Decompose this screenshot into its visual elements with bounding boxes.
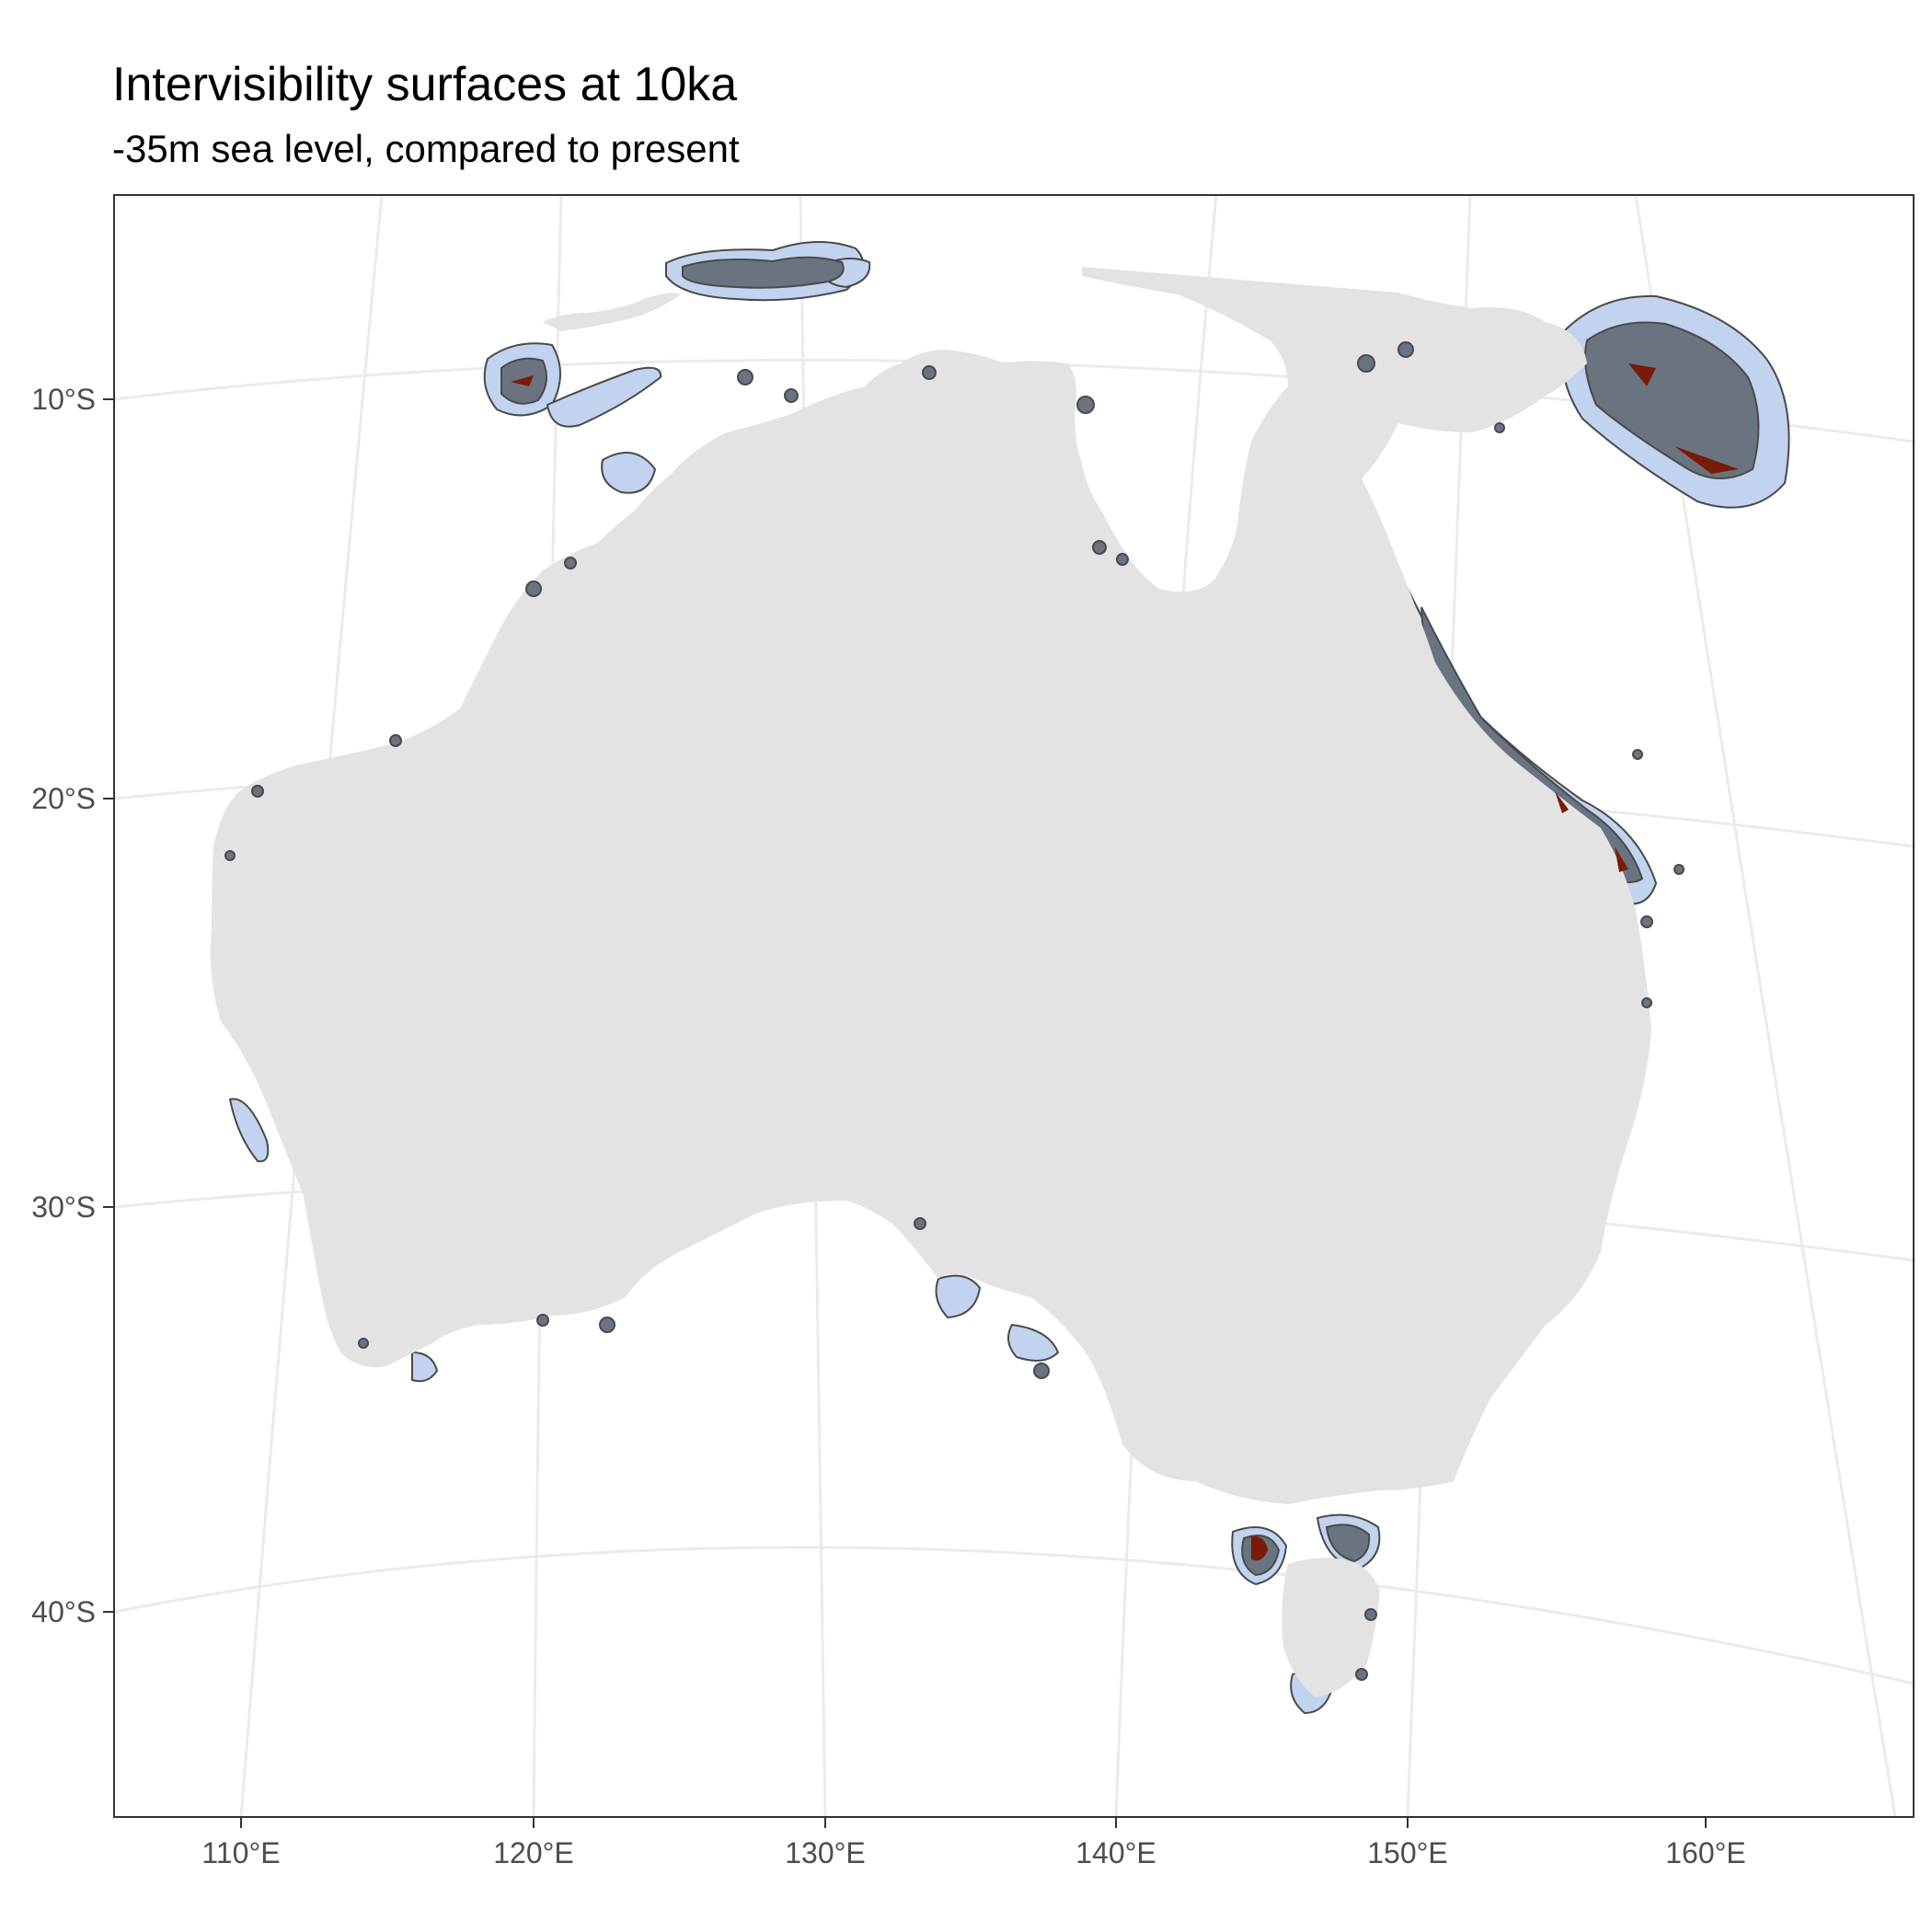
island-dot — [1640, 915, 1653, 928]
land-timor-sea-shelf — [543, 293, 681, 331]
island-dot — [224, 850, 236, 861]
island-dot — [564, 557, 577, 569]
island-dot — [1092, 540, 1107, 555]
visibility-zone-kangaroo-island — [935, 1274, 982, 1319]
inner-flinders-island — [1325, 1524, 1371, 1563]
y-axis-labels: 10°S 20°S 30°S 40°S — [31, 383, 96, 1628]
island-dot — [1673, 864, 1685, 875]
core-reef-b — [1615, 846, 1628, 872]
visibility-zone-spencer-gulf — [1007, 1323, 1060, 1362]
x-tick-label: 110°E — [201, 1836, 280, 1869]
island-dot — [599, 1317, 615, 1333]
core-new-guinea-a — [1628, 363, 1656, 386]
inner-new-guinea-east — [1584, 321, 1760, 479]
island-dot — [1364, 1608, 1377, 1621]
y-tick-label: 20°S — [31, 782, 96, 815]
visibility-zone-lesser-sunda — [546, 366, 662, 428]
y-tick-label: 10°S — [31, 383, 96, 416]
visibility-core — [511, 363, 1739, 1561]
island-dot — [1116, 553, 1129, 566]
island-dot — [525, 581, 542, 597]
y-tick-label: 40°S — [31, 1595, 96, 1628]
x-tick-label: 130°E — [785, 1836, 866, 1869]
visibility-zone-kimberley-islands — [601, 452, 657, 494]
coastal-islands — [224, 341, 1685, 1681]
visibility-inner — [500, 256, 1760, 1577]
x-tick-label: 120°E — [493, 1836, 574, 1869]
island-dot — [737, 369, 753, 385]
island-dot — [1076, 396, 1095, 414]
visibility-zone-sw-wa — [411, 1351, 439, 1383]
inner-timor — [682, 256, 845, 289]
island-dot — [1641, 997, 1652, 1008]
island-dot — [1355, 1668, 1368, 1681]
island-dot — [1632, 749, 1643, 760]
island-dot — [358, 1338, 369, 1349]
panel-border — [113, 194, 1915, 1818]
core-reef-a — [1555, 791, 1569, 813]
core-new-guinea-b — [1674, 446, 1739, 474]
island-dot — [922, 365, 937, 380]
y-tick-label: 30°S — [31, 1190, 96, 1224]
x-axis-labels: 110°E 120°E 130°E 140°E 150°E 160°E — [201, 1836, 1745, 1869]
map-title: Intervisibility surfaces at 10ka — [112, 58, 738, 111]
graticule-parallel-40s — [114, 1546, 1914, 1685]
core-king-island — [1251, 1535, 1268, 1561]
island-dot — [1033, 1363, 1050, 1379]
island-dot — [1397, 341, 1414, 358]
land-tasmania — [1282, 1558, 1380, 1697]
land — [210, 267, 1651, 1697]
y-axis — [103, 398, 114, 1613]
x-axis — [240, 1817, 1707, 1828]
land-australia-new-guinea — [210, 267, 1651, 1504]
x-tick-label: 160°E — [1665, 1836, 1746, 1869]
island-dot — [1494, 422, 1505, 433]
island-dot — [784, 388, 799, 403]
island-dot — [536, 1314, 549, 1327]
x-tick-label: 150°E — [1367, 1836, 1448, 1869]
island-dot — [1357, 354, 1375, 373]
map-subtitle: -35m sea level, compared to present — [112, 127, 740, 170]
island-dot — [389, 734, 402, 747]
core-sumba — [511, 375, 534, 386]
x-tick-label: 140°E — [1075, 1836, 1156, 1869]
visibility-zone-shark-bay — [228, 1098, 270, 1163]
island-dot — [251, 785, 264, 798]
island-dot — [914, 1217, 926, 1230]
